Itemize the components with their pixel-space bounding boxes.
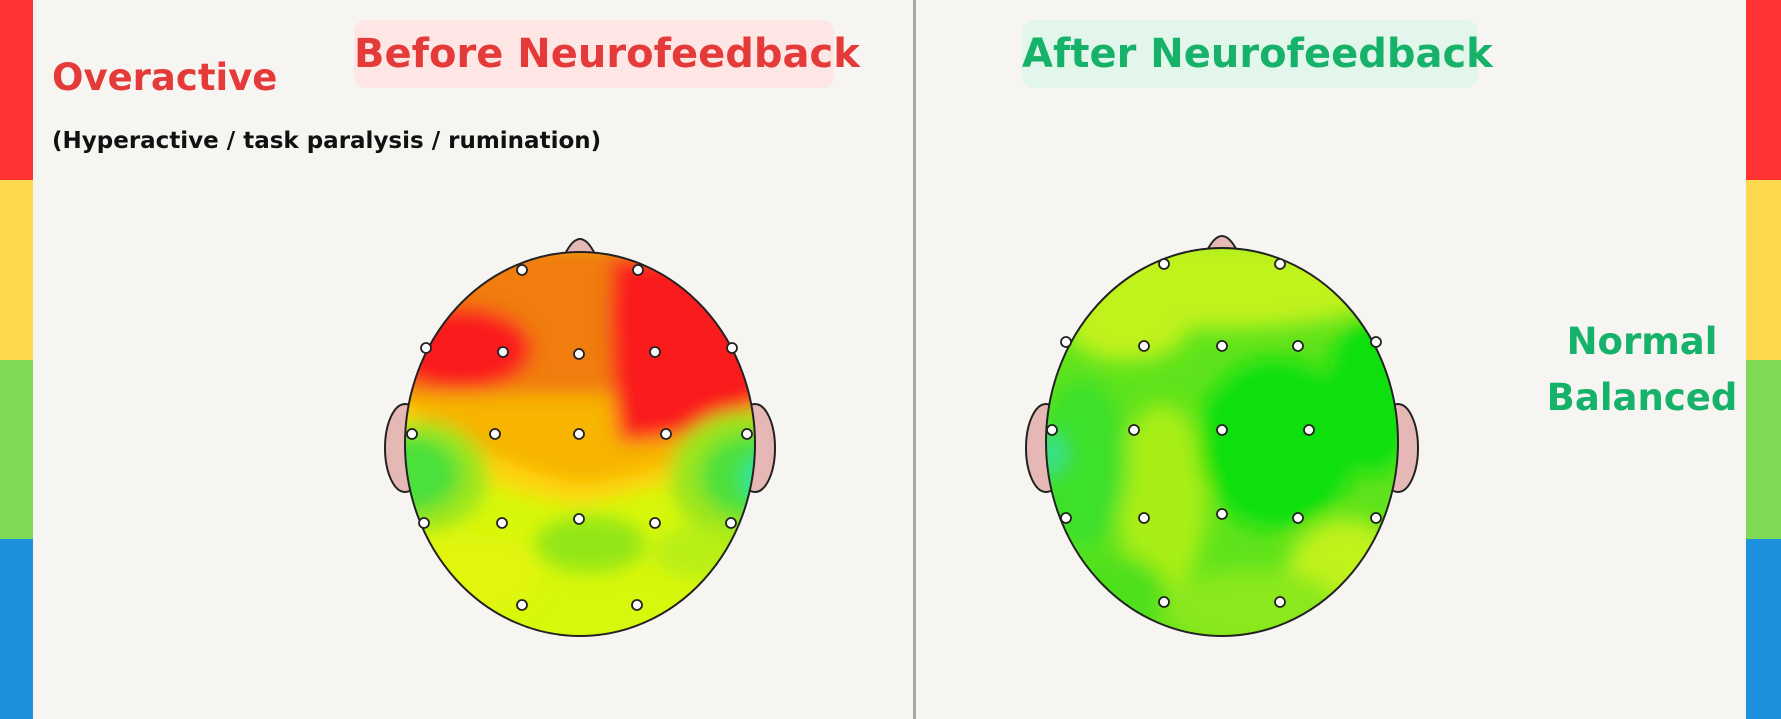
scale-segment-red (1746, 0, 1781, 180)
activity-scale-left (0, 0, 33, 719)
electrode (631, 599, 643, 611)
electrodes-before (406, 264, 753, 611)
head-outline (404, 251, 756, 637)
electrode (406, 428, 418, 440)
scale-segment-yellow (1746, 179, 1781, 360)
electrode (660, 428, 672, 440)
electrode (1138, 512, 1150, 524)
electrode (1046, 424, 1058, 436)
electrode (516, 599, 528, 611)
panel-divider (913, 0, 916, 719)
electrode (1216, 508, 1228, 520)
electrode (1158, 258, 1170, 270)
activity-heatmap-before (405, 252, 755, 636)
electrode (1292, 340, 1304, 352)
normal-balanced-label: Normal Balanced (1546, 320, 1738, 419)
overactive-description: (Hyperactive / task paralysis / ruminati… (52, 128, 602, 154)
head-outline (1045, 247, 1399, 637)
electrode (1158, 596, 1170, 608)
scale-segment-green (1746, 359, 1781, 540)
activity-heatmap-after (1046, 248, 1398, 636)
electrode (741, 428, 753, 440)
head-map-before (384, 238, 776, 637)
scale-segment-blue (0, 539, 33, 719)
electrode (726, 342, 738, 354)
electrode (632, 264, 644, 276)
electrode (1274, 258, 1286, 270)
electrode (573, 513, 585, 525)
scale-segment-blue (1746, 539, 1781, 719)
after-title: After Neurofeedback (1022, 20, 1493, 88)
head-map-after (1025, 235, 1419, 637)
electrode (1060, 336, 1072, 348)
electrode (418, 517, 430, 529)
before-title: Before Neurofeedback (354, 20, 860, 88)
electrode (1216, 340, 1228, 352)
electrode (420, 342, 432, 354)
electrode (1274, 596, 1286, 608)
electrode (1303, 424, 1315, 436)
electrode (516, 264, 528, 276)
electrode (573, 428, 585, 440)
electrode (1138, 340, 1150, 352)
electrode (573, 348, 585, 360)
scale-segment-yellow (0, 179, 33, 360)
overactive-label: Overactive (52, 56, 278, 99)
electrode (496, 517, 508, 529)
electrode (1216, 424, 1228, 436)
electrode (649, 517, 661, 529)
electrode (1292, 512, 1304, 524)
electrode (497, 346, 509, 358)
electrode (725, 517, 737, 529)
scale-segment-red (0, 0, 33, 180)
electrode (1370, 512, 1382, 524)
electrode (1128, 424, 1140, 436)
electrode (489, 428, 501, 440)
electrode (1060, 512, 1072, 524)
activity-scale-right (1746, 0, 1781, 719)
electrodes-after (1046, 258, 1382, 608)
electrode (649, 346, 661, 358)
electrode (1370, 336, 1382, 348)
scale-segment-green (0, 359, 33, 540)
